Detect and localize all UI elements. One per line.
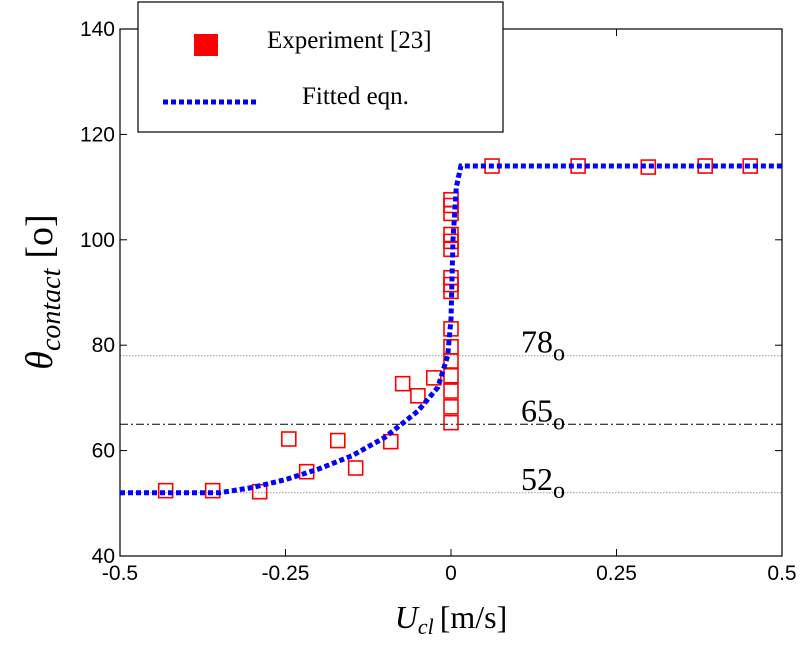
data-point [443,414,459,431]
x-tick-label: -0.25 [262,562,310,585]
y-label-symbol: θ [19,351,61,370]
reference-unit: o [553,341,565,367]
reference-unit: o [553,478,565,504]
y-label-subscript: contact [36,267,67,351]
y-tick-label: 120 [80,123,115,146]
y-tick-label: 100 [80,229,115,252]
y-label-unit: [o] [19,214,61,258]
fit-line [120,163,782,496]
x-tick-label: 0 [445,562,457,585]
x-label-unit: [m/s] [440,599,508,635]
x-tick-label: 0.25 [596,562,637,585]
data-point [443,399,459,415]
data-point [394,375,411,392]
data-point [425,370,442,386]
data-point [347,460,364,476]
x-label-subscript: cl [418,614,434,639]
data-point [329,432,346,449]
legend-box [137,1,504,133]
data-point [443,226,459,243]
x-axis-label: Ucl [m/s] [395,599,508,639]
data-point [443,383,459,399]
reference-label: 65o [521,392,565,435]
y-tick-label: 80 [92,334,115,357]
reference-unit: o [553,409,565,435]
x-label-symbol: U [395,599,420,635]
legend-label: Fitted eqn. [302,83,409,110]
reference-value: 52 [521,461,553,497]
reference-label: 52o [521,461,565,504]
reference-value: 65 [521,392,553,428]
data-point [443,338,459,355]
data-point [410,387,426,404]
x-tick-label: 0.5 [767,562,796,585]
x-tick-label: -0.5 [102,562,138,585]
y-tick-label: 40 [92,545,115,568]
data-point [443,367,459,384]
legend-label: Experiment [23] [267,27,432,54]
y-tick-label: 140 [80,18,115,41]
legend-marker [194,34,218,56]
y-axis-label: θcontact [o] [19,214,67,369]
reference-label: 78o [521,324,565,367]
data-point [281,431,297,447]
y-tick-label: 60 [92,440,115,463]
reference-value: 78 [521,324,553,360]
